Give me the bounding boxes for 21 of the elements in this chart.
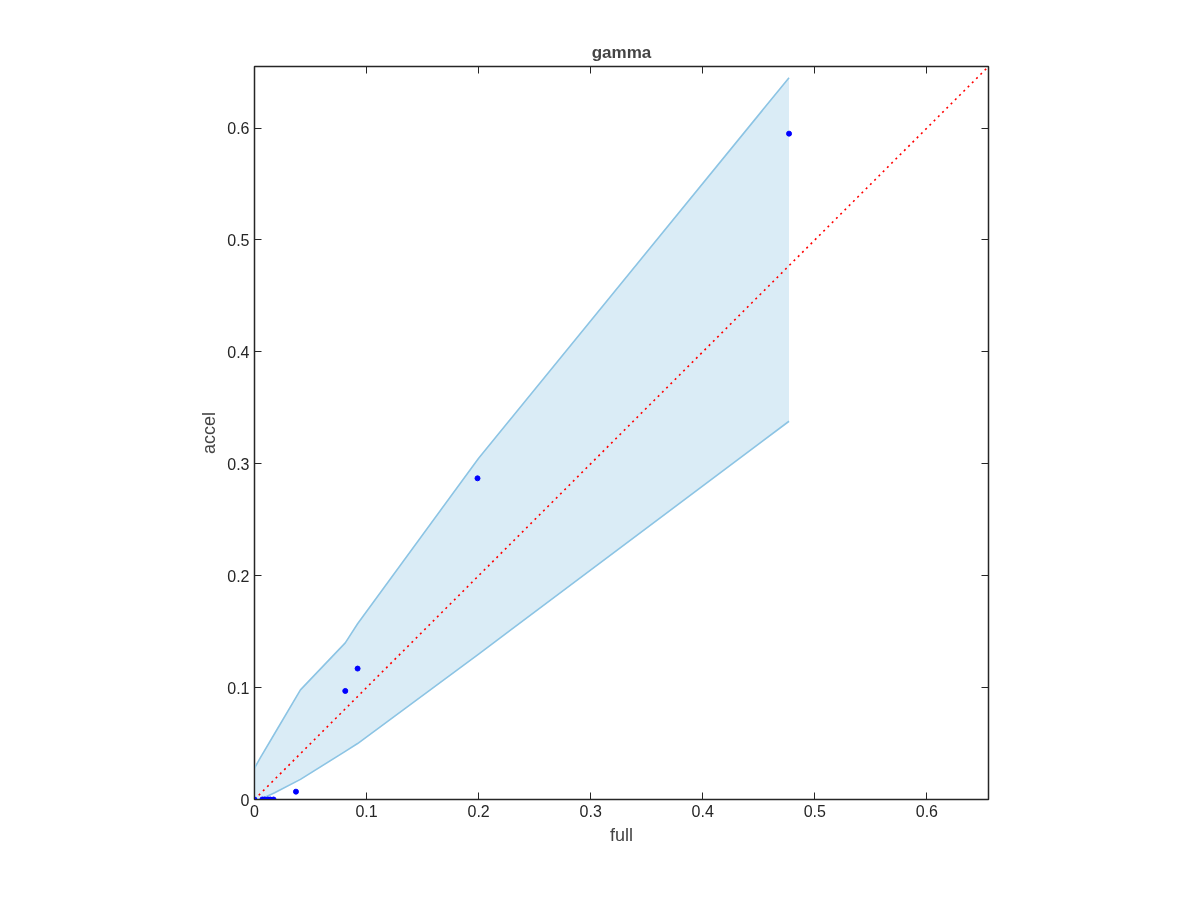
x-tick-label: 0.6	[915, 802, 939, 820]
y-tick-label: 0.3	[227, 455, 250, 473]
point	[292, 788, 299, 795]
x-tick-label: 0.1	[355, 802, 378, 820]
point	[786, 130, 793, 137]
point	[354, 665, 361, 672]
y-tick-label: 0.6	[227, 120, 250, 138]
y-tick-label: 0	[240, 791, 250, 809]
point	[474, 475, 481, 482]
y-tick-label: 0.4	[227, 343, 250, 361]
x-tick-label: 0.4	[691, 802, 714, 820]
x-axis-title: full	[610, 824, 634, 845]
y-tick-label: 0.2	[227, 567, 250, 585]
x-tick-label: 0.5	[803, 802, 827, 820]
chart-title: gamma	[591, 42, 652, 62]
y-axis-title: accel	[199, 411, 220, 455]
y-tick-label: 0.5	[227, 231, 250, 249]
y-tick-label: 0.1	[227, 679, 250, 697]
x-tick-label: 0.2	[467, 802, 490, 820]
x-tick-label: 0.3	[579, 802, 602, 820]
point	[342, 687, 349, 694]
